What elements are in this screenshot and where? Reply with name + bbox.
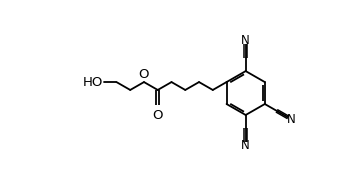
- Text: N: N: [241, 34, 250, 47]
- Text: O: O: [138, 68, 148, 81]
- Text: N: N: [287, 113, 296, 126]
- Text: HO: HO: [83, 75, 103, 89]
- Text: N: N: [241, 139, 250, 152]
- Text: O: O: [152, 109, 163, 122]
